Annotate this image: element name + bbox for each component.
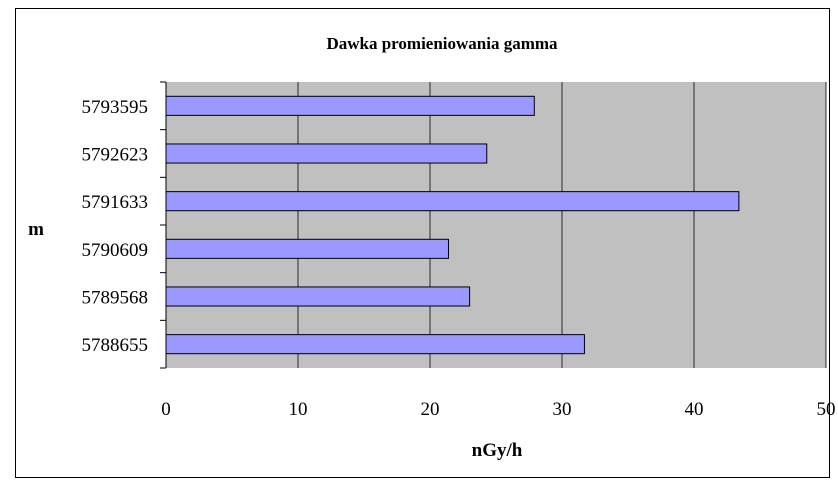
bar-5790609	[165, 238, 449, 259]
x-tick-label: 50	[817, 399, 836, 420]
y-axis-label: m	[28, 219, 44, 240]
x-tick-label: 40	[685, 399, 704, 420]
bar-5791633	[165, 191, 740, 212]
x-tick-label: 0	[161, 399, 171, 420]
y-tick-label: 5790609	[82, 240, 149, 261]
x-axis-tick-labels: 0 10 20 30 40 50	[161, 399, 835, 420]
y-tick-label: 5792623	[82, 145, 149, 166]
bar-5789568	[165, 286, 471, 307]
bar-5792623	[165, 143, 488, 164]
plot-area	[166, 82, 826, 368]
bar-5788655	[165, 334, 585, 355]
y-axis-ticks	[160, 81, 166, 369]
bar-5793595	[165, 95, 535, 116]
y-tick-label: 5791633	[82, 192, 149, 213]
x-tick-label: 10	[289, 399, 308, 420]
gridlines	[297, 82, 827, 368]
y-axis-tick-labels: 5793595 5792623 5791633 5790609 5789568 57886…	[82, 97, 149, 356]
chart-title: Dawka promieniowania gamma	[326, 34, 558, 53]
bars	[165, 95, 740, 355]
x-axis-label: nGy/h	[472, 440, 523, 461]
x-tick-label: 20	[421, 399, 440, 420]
y-tick-label: 5788655	[82, 335, 149, 356]
x-tick-label: 30	[553, 399, 572, 420]
y-tick-label: 5793595	[82, 97, 149, 118]
y-tick-label: 5789568	[82, 288, 149, 309]
